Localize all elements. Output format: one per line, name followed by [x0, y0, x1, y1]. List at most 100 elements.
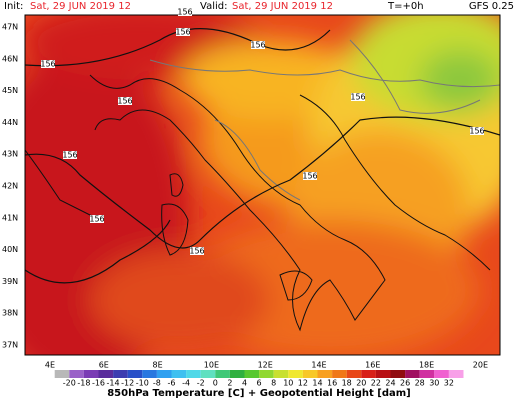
colorbar-swatch — [332, 370, 347, 378]
colorbar-label: 22 — [371, 379, 381, 388]
colorbar-swatch — [171, 370, 187, 378]
latitude-label: 44N — [2, 118, 18, 127]
contour-label-box — [41, 60, 55, 68]
contour-label-box — [176, 28, 190, 36]
colorbar-label: 8 — [271, 379, 276, 388]
colorbar-swatch — [83, 370, 99, 378]
latitude-label: 45N — [2, 86, 18, 95]
contour-label-box — [118, 97, 132, 105]
colorbar-label: 26 — [400, 379, 410, 388]
contour-label: 156 — [117, 97, 132, 106]
colorbar-label: -12 — [121, 379, 134, 388]
colorbar-swatch — [361, 370, 376, 378]
colorbar-label: 4 — [242, 379, 247, 388]
colorbar-swatch — [98, 370, 114, 378]
init-label: Init: — [4, 1, 23, 12]
colorbar-swatch — [113, 370, 128, 378]
colorbar-swatch — [448, 370, 464, 378]
colorbar-swatch — [229, 370, 245, 378]
colorbar-swatch — [317, 370, 333, 378]
contour-label: 156 — [250, 41, 265, 50]
colorbar-swatch — [419, 370, 435, 378]
colorbar-swatch — [69, 370, 84, 378]
contour-label: 156 — [350, 93, 365, 102]
colorbar-label: -14 — [107, 379, 120, 388]
colorbar-swatch — [54, 370, 70, 378]
contour-label: 156 — [189, 247, 204, 256]
contour-label-box — [251, 41, 265, 49]
colorbar-swatch — [200, 370, 216, 378]
coastlines — [25, 74, 491, 332]
contour-label: 156 — [62, 151, 77, 160]
colorbar-label: 18 — [342, 379, 352, 388]
colorbar-label: 6 — [257, 379, 262, 388]
colorbar-swatch — [259, 370, 274, 378]
colorbar-swatch — [142, 370, 157, 378]
longitude-label: 8E — [153, 361, 163, 370]
longitude-label: 12E — [258, 361, 273, 370]
latitude-label: 38N — [2, 309, 18, 318]
contour-label: 156 — [469, 127, 484, 136]
map-frame — [24, 14, 501, 356]
colorbar-label: -6 — [168, 379, 176, 388]
longitude-label: 10E — [204, 361, 219, 370]
colorbar-swatch — [434, 370, 449, 378]
contour-label-box — [351, 93, 365, 101]
longitude-label: 6E — [99, 361, 109, 370]
forecast-step: T=+0h — [387, 1, 424, 12]
valid-time: Sat, 29 JUN 2019 12 — [232, 1, 333, 12]
contour-label: 156 — [175, 28, 190, 37]
contour-label: 156 — [177, 8, 192, 17]
latitude-label: 37N — [2, 341, 18, 350]
colorbar-swatch — [288, 370, 303, 378]
colorbar-label: -16 — [92, 379, 105, 388]
contour-label-box — [303, 172, 317, 180]
colorbar-swatch — [390, 370, 406, 378]
colorbar-swatch — [127, 370, 143, 378]
colorbar-label: -10 — [136, 379, 149, 388]
latitude-label: 39N — [2, 277, 18, 286]
temperature-field — [25, 15, 500, 355]
contour-label-box — [90, 215, 104, 223]
colorbar-label: 14 — [312, 379, 322, 388]
colorbar-swatch — [273, 370, 289, 378]
colorbar-label: -4 — [182, 379, 190, 388]
contour-label: 156 — [89, 215, 104, 224]
contour-label-box — [190, 247, 204, 255]
footer-title: 850hPa Temperature [C] + Geopotential He… — [107, 388, 411, 399]
init-time: Sat, 29 JUN 2019 12 — [30, 1, 131, 12]
longitude-label: 4E — [45, 361, 55, 370]
longitude-label: 18E — [419, 361, 434, 370]
colorbar-swatch — [186, 370, 201, 378]
longitude-label: 16E — [365, 361, 380, 370]
latitude-label: 46N — [2, 54, 18, 63]
colorbar-swatch — [215, 370, 230, 378]
colorbar-label: -18 — [77, 379, 90, 388]
colorbar-label: 28 — [415, 379, 425, 388]
contour-label: 156 — [40, 60, 55, 69]
latitude-label: 40N — [2, 245, 18, 254]
latitude-label: 42N — [2, 182, 18, 191]
colorbar-label: 10 — [283, 379, 293, 388]
colorbar-swatch — [375, 370, 391, 378]
colorbar-label: 2 — [227, 379, 232, 388]
latitude-label: 43N — [2, 150, 18, 159]
colorbar-label: -2 — [197, 379, 205, 388]
longitude-label: 20E — [473, 361, 488, 370]
contour-label-box — [63, 151, 77, 159]
colorbar-swatch — [346, 370, 362, 378]
colorbar-label: 12 — [298, 379, 308, 388]
height-contours — [25, 28, 500, 284]
colorbar-swatch — [244, 370, 260, 378]
colorbar-label: -20 — [63, 379, 76, 388]
colorbar-label: 0 — [213, 379, 218, 388]
colorbar-label: 24 — [385, 379, 395, 388]
colorbar-label: 20 — [356, 379, 366, 388]
latitude-label: 47N — [2, 23, 18, 32]
colorbar-swatch — [302, 370, 318, 378]
contour-label: 156 — [302, 172, 317, 181]
colorbar-label: 30 — [429, 379, 439, 388]
contour-label-box — [470, 127, 484, 135]
colorbar-swatch — [405, 370, 420, 378]
